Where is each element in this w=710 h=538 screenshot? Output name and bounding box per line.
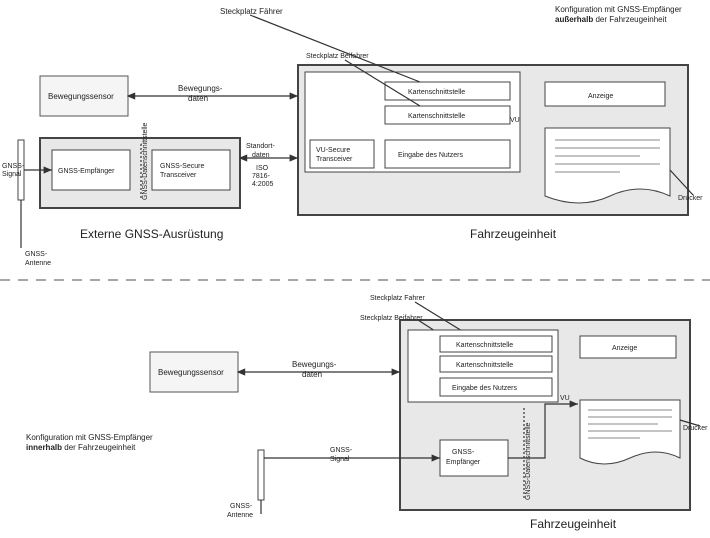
gnss-antenne-l1: GNSS-	[25, 251, 48, 258]
gnss-signal-l1: GNSS-	[2, 163, 25, 170]
gnss-daten-lbl-bot: GNSS-Datenschnittstelle	[525, 422, 532, 500]
gnss-secure-box	[152, 150, 230, 190]
steckf-bot: Steckplatz Fahrer	[370, 295, 426, 302]
bewegdat-l2-bot: daten	[302, 370, 322, 379]
konfig-bot-l2: innerhalb der Fahrzeugeinheit	[26, 443, 136, 452]
steckplatz-fahrer-label: Steckplatz Fährer	[220, 7, 283, 16]
anzeige-label-top: Anzeige	[588, 93, 613, 100]
gnss-antenne-l2: Antenne	[25, 260, 51, 267]
bottom-diagram: Konfiguration mit GNSS-Empfänger innerha…	[26, 295, 708, 531]
karten1-lbl-bot: Kartenschnittstelle	[456, 342, 513, 349]
vu-secure-l2: Transceiver	[316, 156, 353, 163]
antenne-l2-bot: Antenne	[227, 512, 253, 519]
gnss-daten-label-top: GNSS-Datenschnittstelle	[142, 122, 149, 200]
bewegungssensor-label-bot: Bewegungssensor	[158, 368, 224, 377]
gnss-antenne-box	[18, 140, 24, 200]
fahrzeugeinheit-title: Fahrzeugeinheit	[470, 227, 557, 241]
gnss-empf-bot	[440, 440, 508, 476]
eingabe-lbl-bot: Eingabe des Nutzers	[452, 385, 517, 392]
anzeige-lbl-bot: Anzeige	[612, 345, 637, 352]
standort-l2: daten	[252, 152, 270, 159]
gnss-sig-l2-bot: Signal	[330, 456, 350, 463]
steckb-bot: Steckplatz Beifahrer	[360, 315, 423, 322]
vu-label-bot: VU	[560, 395, 570, 402]
gnss-empf-l1-bot: GNSS-	[452, 449, 475, 456]
standort-l1: Standort-	[246, 143, 275, 150]
bewegungsdaten-label1: Bewegungs-	[178, 84, 223, 93]
drucker-label-top: Drucker	[678, 195, 703, 202]
antenne-l1-bot: GNSS-	[230, 503, 253, 510]
vu-secure-box	[310, 140, 374, 168]
karten2-label-top: Kartenschnittstelle	[408, 113, 465, 120]
gnss-empfaenger-label: GNSS-Empfänger	[58, 168, 115, 175]
diagram-root: Steckplatz Fährer Konfiguration mit GNSS…	[0, 0, 710, 538]
steckplatz-bei-label: Steckplatz Beifahrer	[306, 53, 369, 60]
drucker-lbl-bot: Drucker	[683, 425, 708, 432]
gnss-signal-l2: Signal	[2, 171, 22, 178]
gnss-sig-l1-bot: GNSS-	[330, 447, 353, 454]
top-diagram: Steckplatz Fährer Konfiguration mit GNSS…	[2, 5, 703, 267]
iso-l: ISO7816-4:2005	[252, 165, 274, 188]
vu-label-top: VU	[510, 117, 520, 124]
karten1-label-top: Kartenschnittstelle	[408, 89, 465, 96]
karten2-lbl-bot: Kartenschnittstelle	[456, 362, 513, 369]
konfig-top-line1: Konfiguration mit GNSS-Empfänger	[555, 5, 682, 14]
bewegungssensor-label: Bewegungssensor	[48, 92, 114, 101]
konfig-top-line2: außerhalb der Fahrzeugeinheit	[555, 15, 667, 24]
gnss-empf-l2-bot: Empfänger	[446, 459, 481, 466]
vu-secure-l1: VU-Secure	[316, 147, 350, 154]
bewegungsdaten-label2: daten	[188, 94, 208, 103]
bewegdat-l1-bot: Bewegungs-	[292, 360, 337, 369]
externe-gnss-title: Externe GNSS-Ausrüstung	[80, 227, 223, 241]
fe-title-bot: Fahrzeugeinheit	[530, 517, 617, 531]
antenne-box-bot	[258, 450, 264, 500]
eingabe-label-top: Eingabe des Nutzers	[398, 152, 463, 159]
konfig-bot-l1: Konfiguration mit GNSS-Empfänger	[26, 433, 153, 442]
